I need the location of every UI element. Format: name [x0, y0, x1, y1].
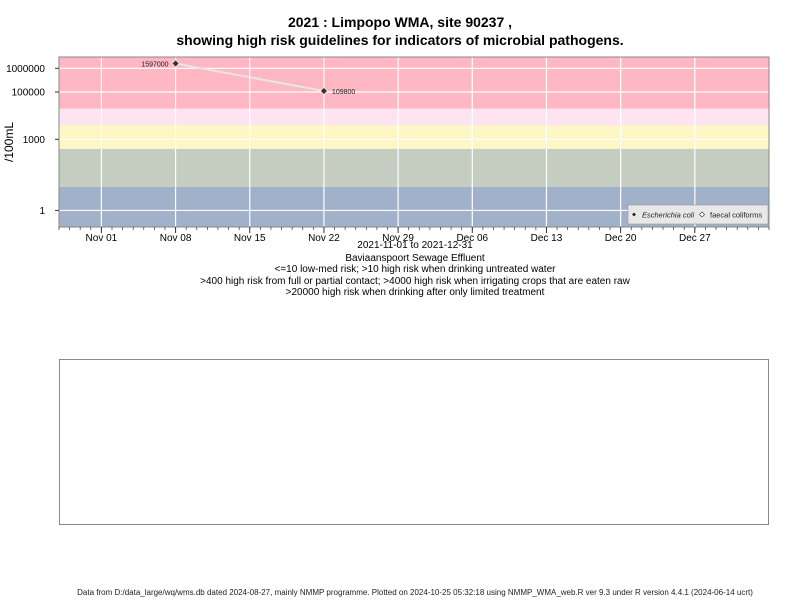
- x-tick-label-6: Dec 13: [531, 233, 563, 244]
- y-tick-label-1: 1000: [23, 135, 46, 146]
- legend-marker-1: [699, 211, 705, 218]
- data-point-0-1: [319, 87, 328, 95]
- empty-plot-panel: [59, 359, 769, 525]
- plot-border: [58, 56, 770, 228]
- subtitle-guideline-2: >400 high risk from full or partial cont…: [200, 276, 630, 287]
- y-tick-label-0: 1: [39, 206, 45, 217]
- subtitle-site-name: Baviaanspoort Sewage Effluent: [345, 253, 485, 264]
- x-tick-label-3: Nov 22: [308, 233, 340, 244]
- chart-title-line2: showing high risk guidelines for indicat…: [176, 32, 624, 48]
- chart-title-line1: 2021 : Limpopo WMA, site 90237 ,: [287, 14, 513, 30]
- legend-label-0: Escherichia coli: [642, 211, 694, 220]
- x-tick-label-5: Dec 06: [456, 233, 488, 244]
- y-tick-label-3: 1000000: [6, 64, 45, 75]
- risk-band-1: [59, 148, 769, 187]
- x-tick-label-8: Dec 27: [679, 233, 711, 244]
- legend-label-1: faecal coliforms: [710, 211, 762, 220]
- y-tick-label-2: 100000: [12, 87, 46, 98]
- x-tick-label-0: Nov 01: [86, 233, 118, 244]
- series-line-0: [175, 62, 325, 93]
- legend-box: [627, 204, 769, 225]
- footer-note: Data from D:/data_large/wq/wms.db dated …: [77, 588, 753, 597]
- x-tick-label-7: Dec 20: [605, 233, 637, 244]
- legend-marker-0: [631, 211, 637, 218]
- risk-band-2: [59, 125, 769, 149]
- data-label-0-0: 1597000: [141, 61, 168, 68]
- y-axis-label: /100mL: [2, 122, 16, 162]
- subtitle-date-range: 2021-11-01 to 2021-12-31: [357, 240, 473, 251]
- x-tick-label-4: Nov 29: [382, 233, 414, 244]
- x-tick-label-1: Nov 08: [160, 233, 192, 244]
- data-label-0-1: 109800: [332, 89, 355, 96]
- subtitle-guideline-3: >20000 high risk when drinking after onl…: [285, 287, 545, 298]
- x-tick-label-2: Nov 15: [234, 233, 266, 244]
- data-point-0-0: [171, 59, 180, 68]
- subtitle-guideline-1: <=10 low-med risk; >10 high risk when dr…: [274, 264, 556, 275]
- risk-band-3: [59, 108, 769, 126]
